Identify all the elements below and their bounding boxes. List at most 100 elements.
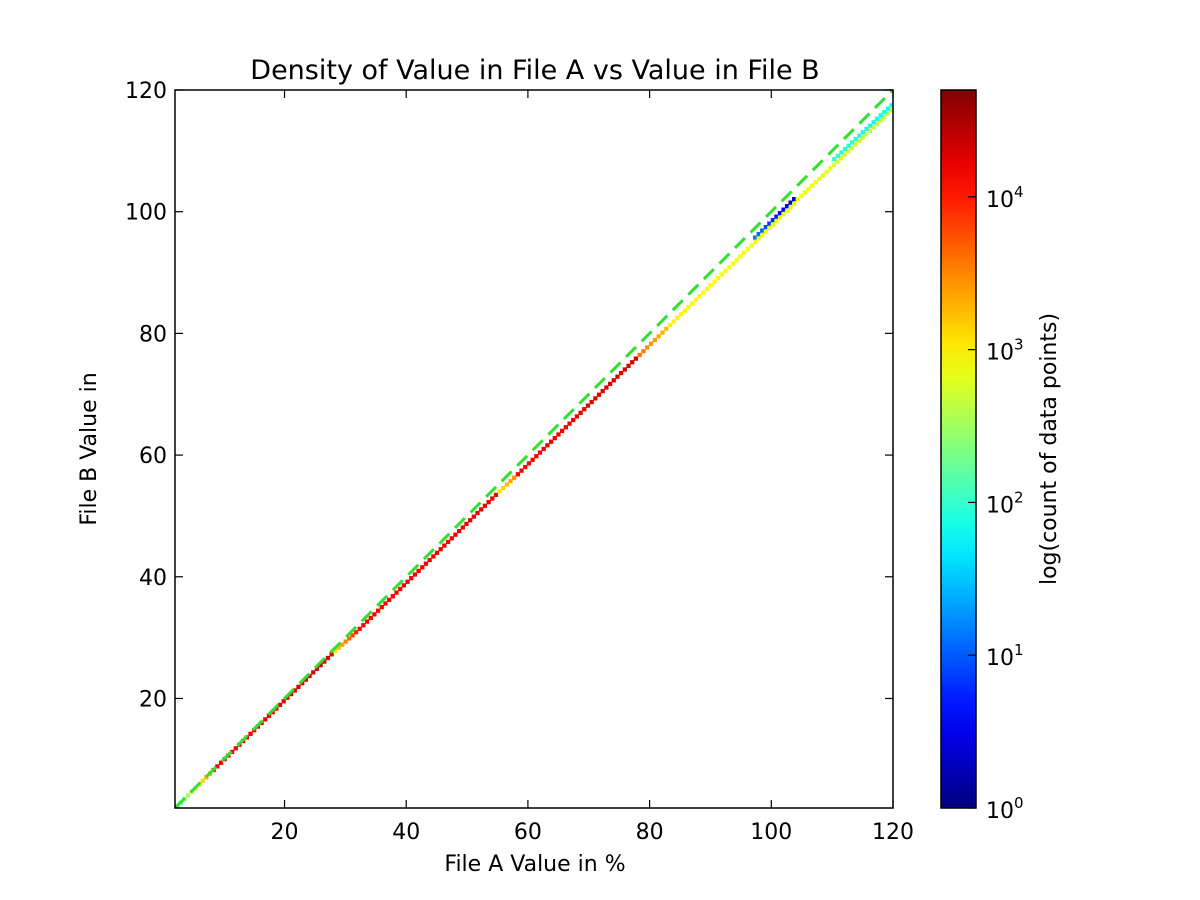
density-cell <box>552 436 557 441</box>
density-cell <box>802 190 808 195</box>
density-cell <box>727 265 732 270</box>
x-tick-label: 100 <box>750 820 792 845</box>
density-cell <box>519 468 524 473</box>
density-cell <box>813 180 818 185</box>
density-cell <box>679 312 684 317</box>
y-tick-label: 80 <box>139 322 167 347</box>
colorbar-tick-label: 100 <box>986 794 1024 824</box>
density-cell <box>333 648 338 654</box>
density-cell <box>427 557 432 563</box>
density-cell <box>756 236 761 241</box>
density-cell <box>885 111 891 116</box>
density-cell <box>420 565 425 570</box>
density-cell <box>853 136 858 142</box>
density-cell <box>482 503 488 508</box>
density-cell <box>875 116 880 121</box>
density-cell <box>288 691 294 697</box>
density-cell <box>353 630 359 635</box>
density-cell <box>501 485 506 491</box>
density-cell <box>361 623 366 628</box>
density-cell <box>652 337 657 343</box>
density-cell <box>560 428 565 434</box>
density-cell <box>838 156 844 161</box>
x-axis-label: File A Value in % <box>444 852 625 877</box>
density-cell <box>307 673 312 679</box>
density-cell <box>630 360 635 365</box>
density-cell <box>490 496 495 501</box>
x-tick-label: 120 <box>872 820 914 845</box>
density-cell <box>831 162 836 168</box>
density-cell <box>842 146 848 152</box>
density-cell <box>730 261 736 266</box>
density-cell <box>296 684 301 689</box>
density-cell <box>582 407 587 412</box>
density-cell <box>878 113 883 118</box>
density-cell <box>277 702 283 708</box>
density-cell <box>493 492 499 498</box>
density-cell <box>753 235 758 240</box>
density-cell <box>799 193 804 199</box>
density-cell <box>383 601 388 606</box>
density-cell <box>839 150 844 155</box>
colorbar-tick-label: 103 <box>986 336 1024 366</box>
density-cell <box>412 572 418 577</box>
density-cell <box>589 399 594 405</box>
density-cell <box>867 123 873 128</box>
density-cell <box>545 443 550 448</box>
colorbar-tick-label: 104 <box>986 183 1024 213</box>
density-cell <box>777 211 783 216</box>
density-cell <box>248 731 253 736</box>
density-cell <box>753 239 758 245</box>
density-cell <box>708 283 713 288</box>
density-cell <box>767 221 772 226</box>
density-cell <box>788 205 793 210</box>
density-cell <box>770 218 775 223</box>
density-cell <box>693 297 699 302</box>
density-cell <box>763 225 768 230</box>
density-cell <box>185 793 191 798</box>
density-cell <box>704 286 710 292</box>
density-cell <box>218 760 224 765</box>
density-cell <box>817 176 822 181</box>
density-cell <box>266 713 272 718</box>
y-tick-label: 40 <box>139 566 167 591</box>
density-cell <box>600 389 605 394</box>
density-cell <box>788 200 793 205</box>
density-cell <box>885 106 891 111</box>
density-cell <box>719 272 724 277</box>
density-cell <box>889 108 893 113</box>
plot-frame <box>174 89 894 809</box>
density-cell <box>867 128 872 133</box>
density-cell <box>453 532 458 537</box>
y-tick-label: 100 <box>125 201 167 226</box>
density-cell <box>864 132 869 137</box>
density-cell <box>471 514 476 519</box>
density-cell <box>508 479 513 484</box>
plot-area: 20 40 60 80 100 120 20 40 60 80 100 120 <box>125 79 914 845</box>
density-cell <box>593 396 598 401</box>
density-cell <box>682 308 687 313</box>
density-cell <box>438 547 443 552</box>
density-cell <box>648 341 654 346</box>
density-cell <box>343 639 348 644</box>
density-cell <box>806 186 811 192</box>
density-cell <box>329 652 334 657</box>
density-cell <box>795 197 800 202</box>
density-cell <box>548 439 554 444</box>
colorbar-label: log(count of data points) <box>1037 313 1062 585</box>
density-cell <box>442 543 447 548</box>
density-cell <box>712 279 717 284</box>
density-cell <box>637 352 642 358</box>
density-cell <box>882 114 887 120</box>
density-cell <box>350 633 355 638</box>
density-cell <box>314 666 320 671</box>
density-cell <box>534 454 539 459</box>
density-cell <box>497 489 502 494</box>
density-cell <box>641 349 646 354</box>
density-cell <box>853 142 858 147</box>
colorbar-tick-label: 101 <box>986 641 1024 671</box>
density-cell <box>336 645 341 650</box>
density-cell <box>504 482 510 487</box>
y-axis-label: File B Value in <box>77 372 102 525</box>
density-cell <box>850 140 855 145</box>
